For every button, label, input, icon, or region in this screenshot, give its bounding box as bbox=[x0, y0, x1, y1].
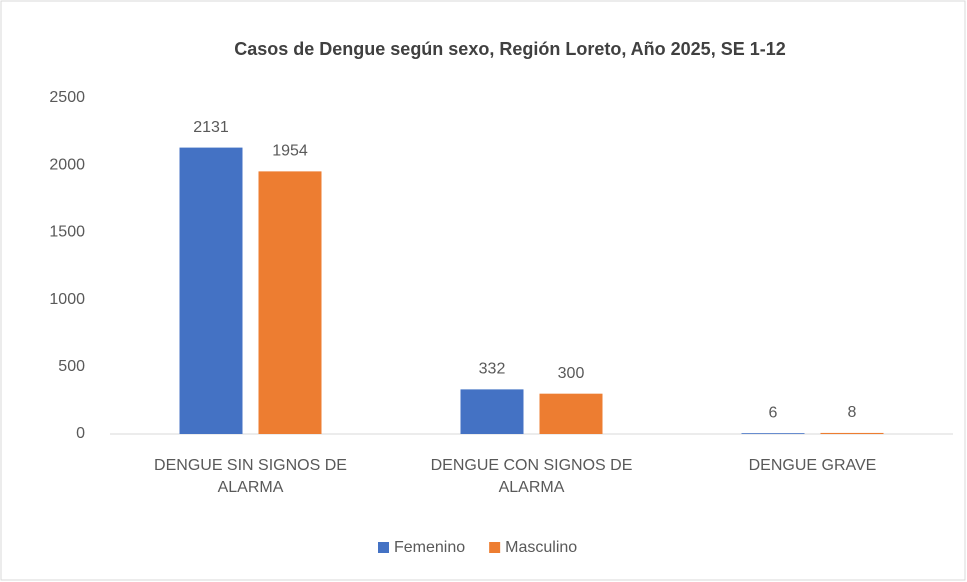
x-tick-label: DENGUE SIN SIGNOS DE ALARMA bbox=[154, 457, 347, 496]
y-tick-label: 2000 bbox=[49, 156, 85, 173]
legend-swatch bbox=[489, 542, 501, 553]
y-tick-label: 500 bbox=[58, 358, 85, 375]
x-tick-label: DENGUE CON SIGNOS DE ALARMA bbox=[430, 457, 633, 496]
data-label: 300 bbox=[558, 365, 585, 382]
y-tick-label: 2500 bbox=[49, 89, 85, 106]
bar bbox=[741, 433, 805, 434]
data-label: 8 bbox=[848, 404, 857, 421]
legend-label: Femenino bbox=[394, 539, 465, 556]
chart-title: Casos de Dengue según sexo, Región Loret… bbox=[234, 39, 785, 59]
bar bbox=[820, 432, 884, 434]
y-tick-label: 0 bbox=[76, 425, 85, 442]
y-tick-label: 1500 bbox=[49, 224, 85, 241]
legend-swatch bbox=[378, 542, 389, 553]
x-tick-label: DENGUE GRAVE bbox=[748, 457, 877, 474]
bar bbox=[258, 171, 322, 435]
legend-label: Masculino bbox=[505, 539, 577, 556]
bar bbox=[460, 389, 524, 434]
data-label: 332 bbox=[479, 361, 506, 378]
data-label: 2131 bbox=[193, 119, 229, 136]
bar bbox=[539, 393, 603, 434]
y-tick-label: 1000 bbox=[49, 291, 85, 308]
bar bbox=[179, 147, 243, 434]
data-label: 6 bbox=[769, 404, 778, 421]
data-label: 1954 bbox=[272, 143, 308, 160]
